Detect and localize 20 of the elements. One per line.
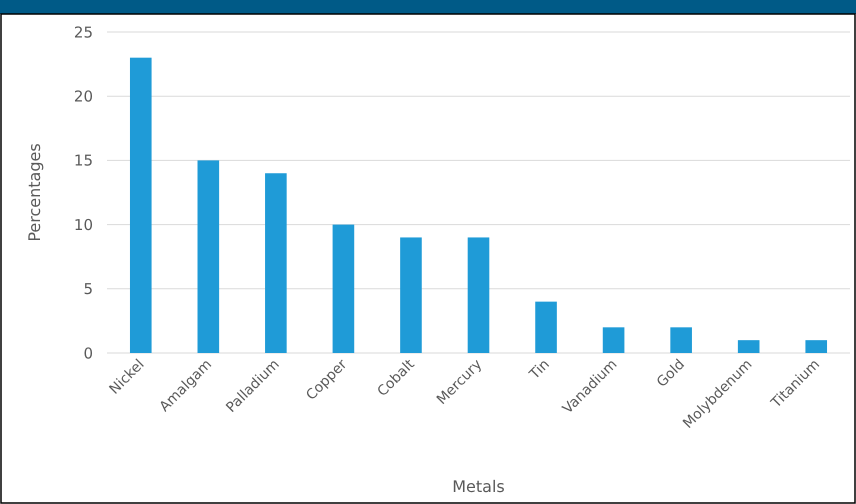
bar [332, 224, 354, 353]
y-tick-label: 0 [83, 344, 93, 362]
y-tick-label: 5 [83, 280, 93, 298]
bar [738, 340, 760, 353]
y-tick-label: 15 [74, 152, 93, 170]
y-axis-title: Percentages [25, 143, 44, 242]
bar [130, 58, 152, 353]
y-tick-label: 25 [74, 23, 93, 42]
y-tick-label: 20 [74, 87, 93, 106]
bar [198, 160, 220, 353]
y-tick-label: 10 [74, 216, 93, 234]
bar [265, 173, 287, 353]
x-axis-title: Metals [452, 477, 505, 496]
bar [602, 327, 624, 353]
bar [400, 237, 422, 353]
bar [535, 302, 557, 353]
bar [670, 327, 692, 353]
x-tick-label: Tin [526, 356, 553, 384]
bar [468, 237, 490, 353]
bar [805, 340, 828, 353]
